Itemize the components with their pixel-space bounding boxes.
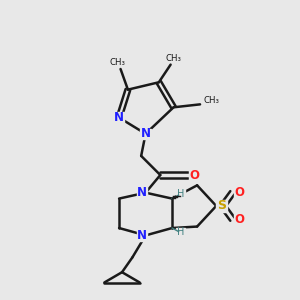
Polygon shape xyxy=(140,128,151,139)
Polygon shape xyxy=(137,188,147,198)
Text: CH₃: CH₃ xyxy=(166,54,182,63)
Polygon shape xyxy=(190,170,200,180)
Text: N: N xyxy=(141,127,151,140)
Text: H: H xyxy=(177,227,184,237)
Text: N: N xyxy=(137,229,147,242)
Polygon shape xyxy=(234,214,244,224)
Text: CH₃: CH₃ xyxy=(110,58,126,67)
Text: H: H xyxy=(177,189,184,199)
Text: O: O xyxy=(234,186,244,199)
Polygon shape xyxy=(137,230,147,241)
Text: O: O xyxy=(190,169,200,182)
Polygon shape xyxy=(176,190,185,199)
Text: S: S xyxy=(217,200,226,212)
Polygon shape xyxy=(216,200,227,212)
Text: O: O xyxy=(234,213,244,226)
Text: N: N xyxy=(137,186,147,199)
Text: N: N xyxy=(114,111,124,124)
Text: CH₃: CH₃ xyxy=(203,96,219,105)
Polygon shape xyxy=(114,112,124,123)
Polygon shape xyxy=(234,188,244,198)
Polygon shape xyxy=(176,228,185,237)
